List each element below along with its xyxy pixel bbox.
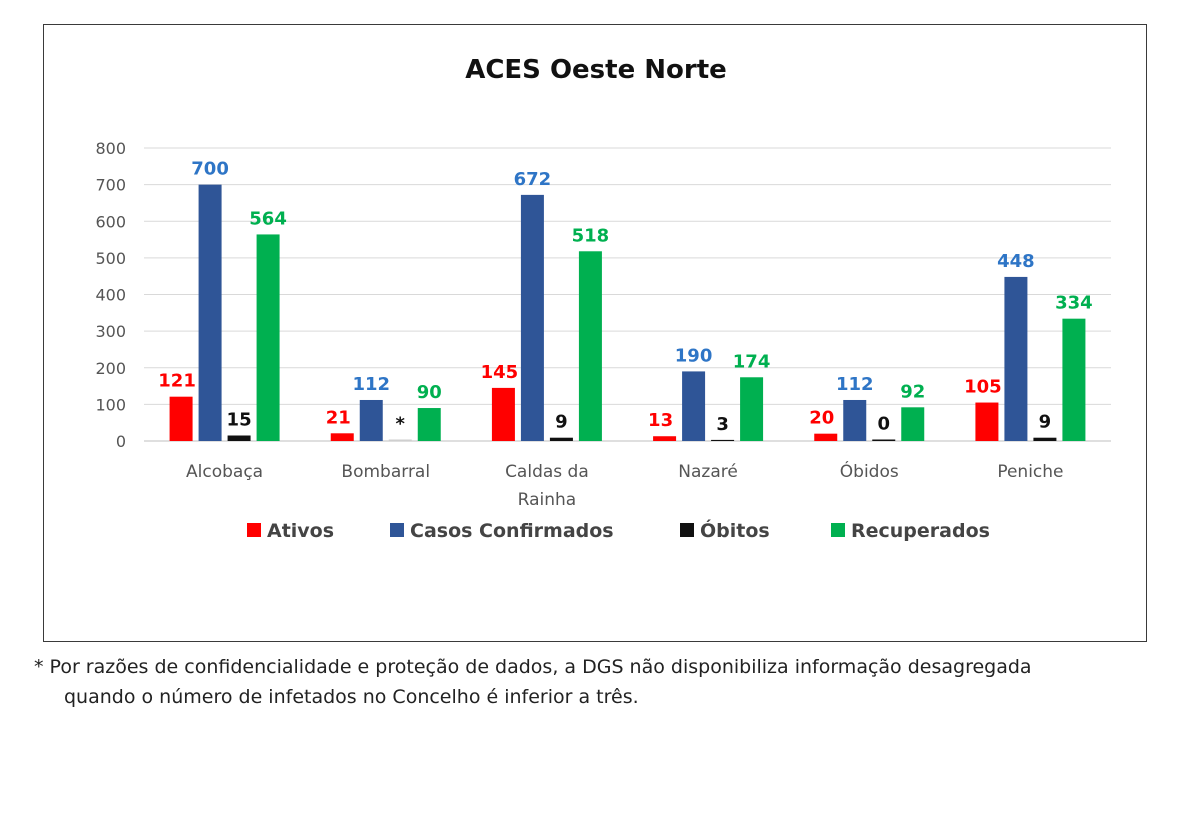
y-tick-label: 200 (95, 359, 126, 378)
legend-swatch (390, 523, 404, 537)
bar (740, 377, 764, 441)
y-axis-ticks: 0 100 200 300 400 500 600 700 800 (95, 139, 126, 451)
bar (711, 439, 735, 441)
grid-lines (144, 147, 1111, 442)
data-label: 9 (1039, 412, 1052, 433)
data-label: 334 (1055, 293, 1093, 314)
data-label: 448 (997, 251, 1035, 272)
data-label: 15 (227, 410, 252, 431)
bar (975, 402, 999, 441)
bar (1033, 437, 1057, 441)
data-label: 92 (900, 381, 925, 402)
data-label: 672 (514, 169, 552, 190)
bar (359, 399, 383, 441)
data-label: 564 (249, 208, 287, 229)
y-tick-label: 300 (95, 322, 126, 341)
bar (169, 396, 193, 441)
bar (843, 399, 867, 441)
bar (578, 251, 602, 441)
bar (388, 439, 412, 441)
legend-swatch (680, 523, 694, 537)
y-tick-label: 400 (95, 286, 126, 305)
legend-label: Casos Confirmados (410, 520, 614, 542)
data-label: 0 (877, 414, 890, 435)
data-labels: 1217001556421112*90145672951813190317420… (158, 159, 1092, 435)
chart: ACES Oeste Norte 01002003004005006007008… (95, 55, 1111, 542)
footnote-line-1: * Por razões de confidencialidade e prot… (34, 656, 1032, 678)
data-label: 9 (555, 412, 568, 433)
y-tick-label: 0 (116, 432, 126, 451)
bar (653, 436, 677, 441)
legend-label: Recuperados (851, 520, 990, 542)
y-tick-label: 800 (95, 139, 126, 158)
data-label: 21 (326, 407, 351, 428)
data-label: 518 (572, 225, 610, 246)
bar (227, 435, 251, 441)
data-label: 105 (964, 377, 1002, 398)
bar (330, 433, 354, 441)
x-tick-label: Caldas da (505, 462, 589, 482)
bar (549, 437, 573, 441)
data-label: 190 (675, 345, 713, 366)
x-tick-label: Bombarral (341, 462, 430, 482)
x-tick-label: Alcobaça (186, 462, 263, 482)
category-labels: Alcobaça Bombarral Caldas da Rainha Nazaré Ób… (186, 460, 1063, 510)
data-label: 20 (809, 408, 834, 429)
bars (169, 184, 1086, 441)
y-tick-label: 700 (95, 176, 126, 195)
legend-label: Óbitos (700, 518, 770, 542)
data-label: 112 (352, 374, 390, 395)
bar (198, 184, 222, 441)
chart-frame: ACES Oeste Norte 0 100 200 300 400 500 600 700 8… (43, 24, 1147, 642)
bar (520, 194, 544, 441)
data-label: 145 (481, 362, 519, 383)
bar (417, 408, 441, 441)
bar (491, 387, 515, 441)
legend-label: Ativos (267, 520, 334, 542)
data-label: 121 (158, 371, 196, 392)
bar (901, 407, 925, 441)
bar (256, 234, 280, 441)
y-tick-label: 600 (95, 212, 126, 231)
footnote: * Por razões de confidencialidade e prot… (34, 652, 1174, 712)
data-label: * (396, 414, 406, 435)
x-tick-label: Óbidos (840, 460, 899, 482)
chart-title: ACES Oeste Norte (465, 55, 727, 85)
legend-swatch (247, 523, 261, 537)
bar (872, 439, 896, 441)
bar (682, 371, 706, 441)
bar (814, 433, 838, 441)
y-tick-label: 100 (95, 395, 126, 414)
legend: Ativos Casos Confirmados Óbitos Recuperados (247, 518, 990, 542)
x-tick-label: Nazaré (678, 462, 738, 482)
bar (1004, 276, 1028, 441)
bar (1062, 318, 1086, 441)
footnote-line-2: quando o número de infetados no Concelho… (64, 686, 639, 708)
data-label: 3 (716, 414, 729, 435)
data-label: 700 (191, 159, 229, 180)
data-label: 13 (648, 410, 673, 431)
legend-swatch (831, 523, 845, 537)
x-tick-label: Rainha (518, 490, 577, 510)
data-label: 112 (836, 374, 874, 395)
data-label: 174 (733, 351, 771, 372)
x-tick-label: Peniche (997, 462, 1063, 482)
data-label: 90 (417, 382, 442, 403)
y-tick-label: 500 (95, 249, 126, 268)
